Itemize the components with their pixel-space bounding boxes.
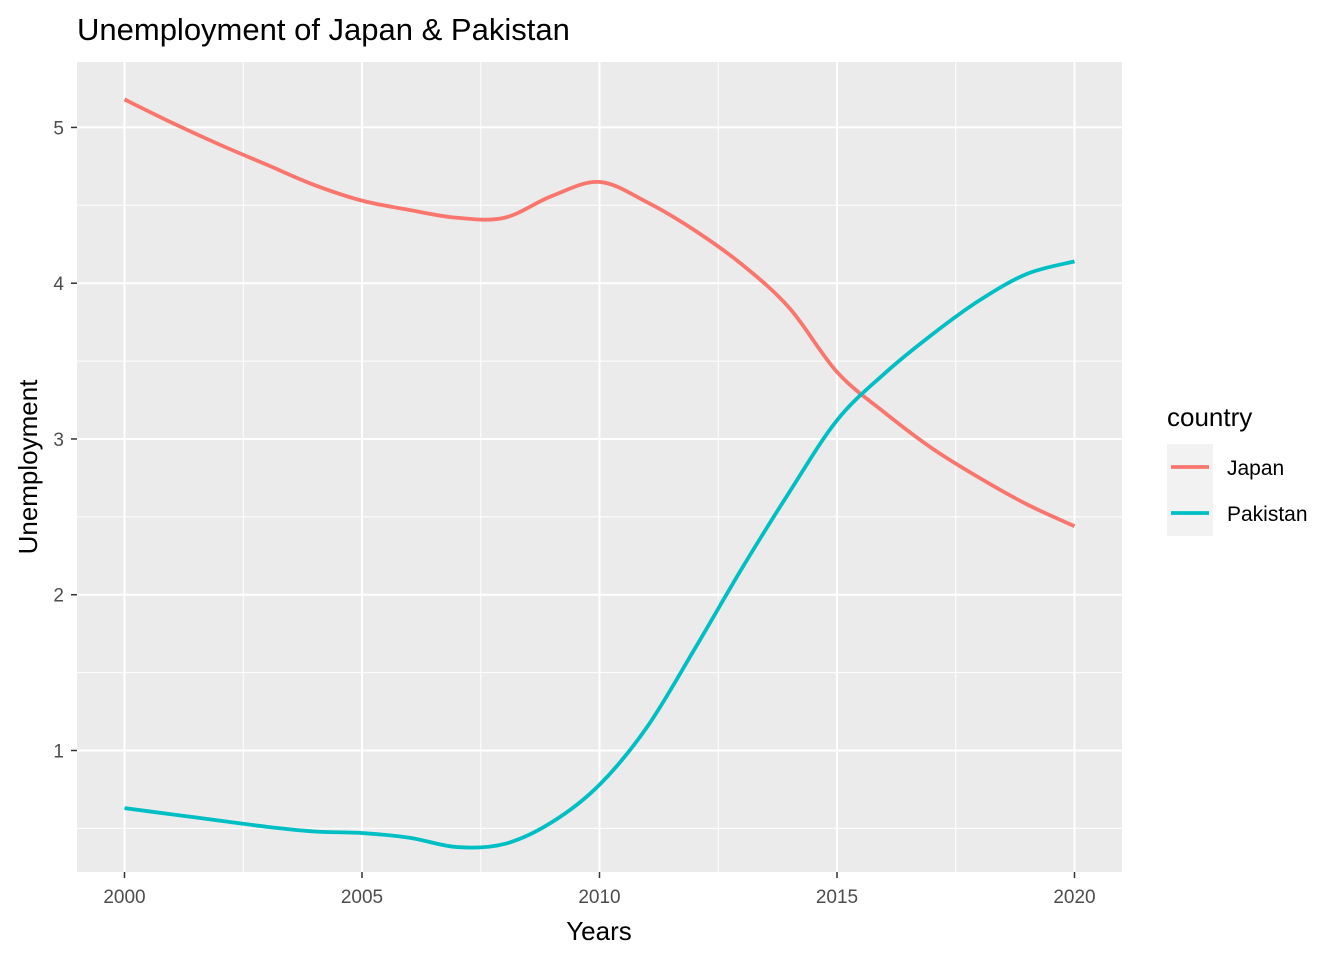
- major-gridlines: [77, 62, 1122, 872]
- legend-label-japan: Japan: [1227, 457, 1284, 480]
- y-axis: 1 2 3 4 5: [53, 118, 77, 763]
- legend-title: country: [1167, 402, 1252, 432]
- x-tick-label: 2020: [1053, 887, 1095, 908]
- y-axis-title: Unemployment: [13, 379, 43, 555]
- chart-title: Unemployment of Japan & Pakistan: [77, 12, 570, 47]
- x-axis-title: Years: [566, 916, 632, 946]
- legend-label-pakistan: Pakistan: [1227, 503, 1308, 526]
- x-tick-label: 2015: [816, 887, 858, 908]
- legend: country Japan Pakistan: [1167, 402, 1308, 536]
- x-tick-label: 2010: [578, 887, 620, 908]
- y-tick-label: 3: [53, 430, 64, 451]
- x-tick-label: 2000: [103, 887, 145, 908]
- series-line-japan: [123, 97, 1076, 528]
- series-lines: [123, 97, 1076, 850]
- x-tick-label: 2005: [341, 887, 383, 908]
- y-tick-label: 5: [53, 118, 64, 139]
- x-axis: 2000 2005 2010 2015 2020: [103, 872, 1096, 908]
- y-tick-label: 2: [53, 586, 64, 607]
- series-line-pakistan: [124, 259, 1075, 850]
- y-tick-label: 1: [53, 742, 64, 763]
- y-tick-label: 4: [53, 274, 64, 295]
